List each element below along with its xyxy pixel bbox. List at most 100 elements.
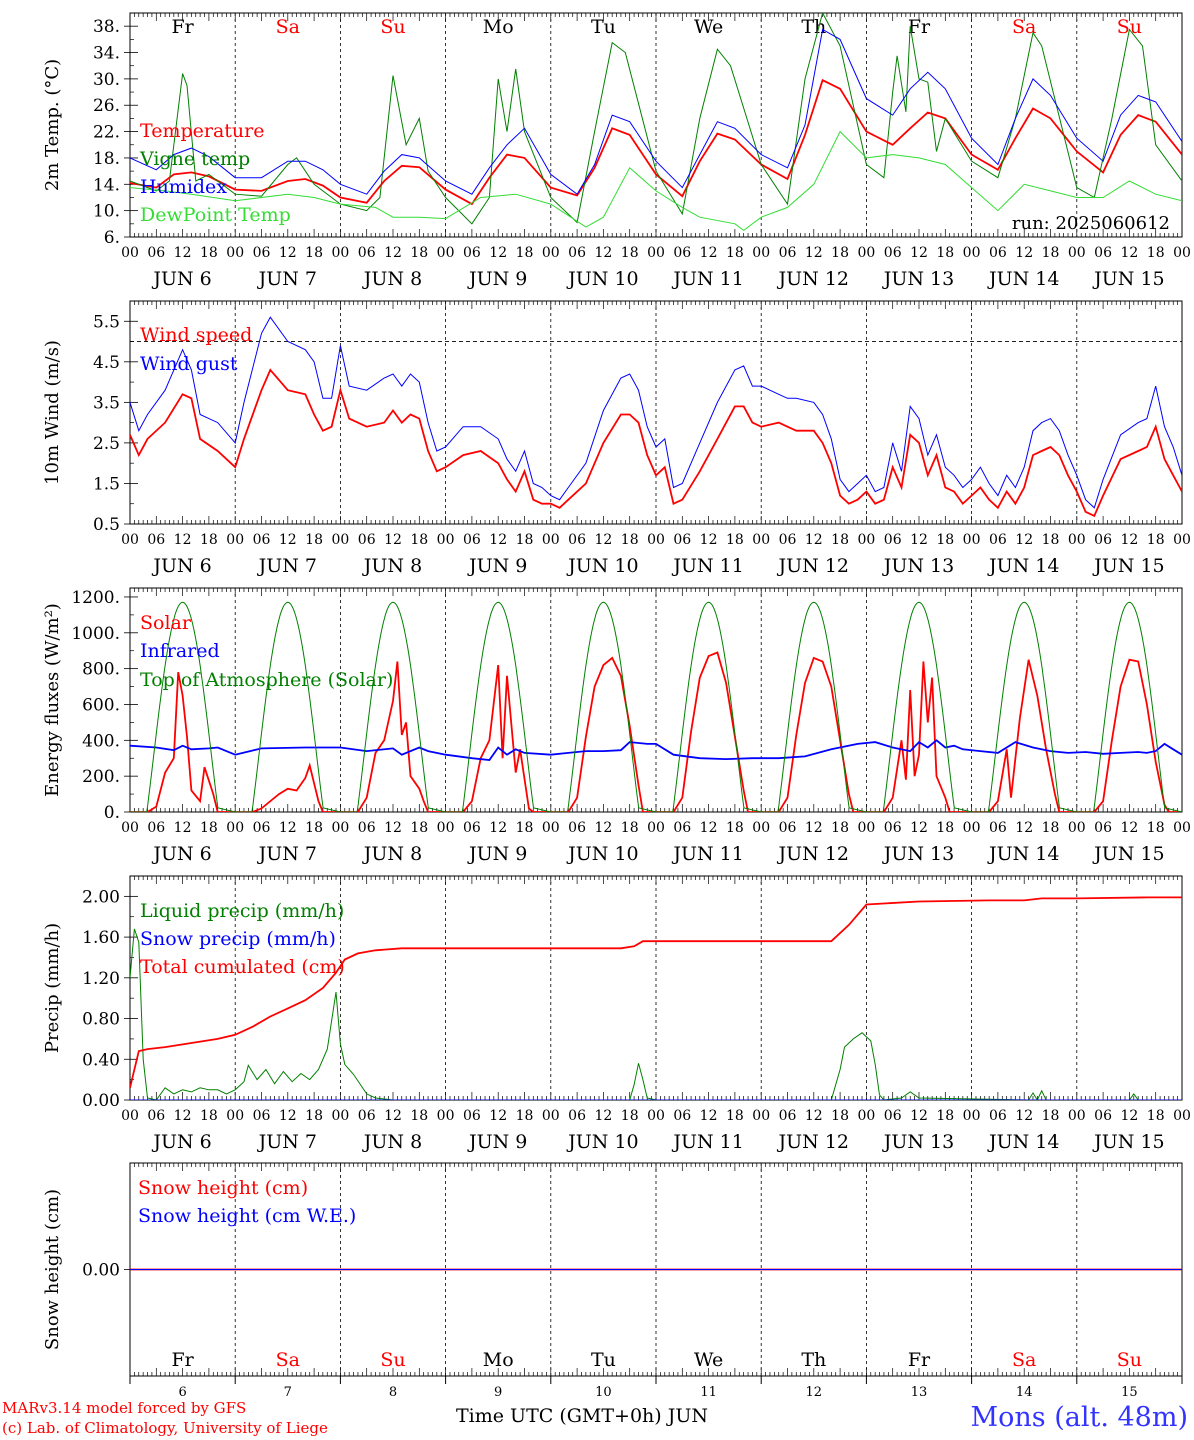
series-line-liquid-precip-mm-h-	[130, 928, 1182, 1100]
legend-entry: Vigne temp	[139, 148, 250, 170]
hour-label: 06	[463, 532, 481, 548]
hour-label: 12	[594, 532, 612, 548]
weekday-label: Fr	[908, 1349, 931, 1371]
hour-label: 12	[805, 1108, 823, 1124]
hour-label: 06	[358, 532, 376, 548]
panel-1: 6. 10. 14. 18. 22. 26. 30. 34. 38. 2m Temp. (°C) 0…	[42, 12, 1191, 290]
hour-label: 18	[1042, 532, 1060, 548]
hour-label: 12	[1015, 1108, 1033, 1124]
y-tick-label: 1.60	[82, 928, 120, 948]
hour-label: 00	[1173, 1108, 1191, 1124]
hour-label: 18	[1042, 820, 1060, 836]
hour-label: 06	[253, 1108, 271, 1124]
series-line-wind-gust	[130, 316, 1182, 509]
panel-3: 0. 200. 400. 600. 800. 1000. 1200. Energy fluxe…	[42, 587, 1191, 865]
hour-label: 18	[410, 1108, 428, 1124]
y-tick-label: 400.	[82, 731, 120, 751]
hour-label: 06	[358, 245, 376, 261]
y-axis-title: 10m Wind (m/s)	[42, 340, 63, 485]
hour-label: 00	[226, 245, 244, 261]
hour-label: 18	[621, 245, 639, 261]
hour-label: 12	[174, 820, 192, 836]
hour-label: 18	[516, 245, 534, 261]
hour-label: 12	[1120, 245, 1138, 261]
legend-entry: Total cumulated (cm)	[140, 956, 345, 978]
hour-label: 18	[621, 532, 639, 548]
hour-label: 18	[1147, 820, 1165, 836]
y-tick-label: 30.	[93, 70, 120, 90]
hour-label: 12	[1120, 1108, 1138, 1124]
hour-label: 06	[463, 820, 481, 836]
date-label: JUN 13	[882, 1131, 954, 1153]
y-tick-label: 600.	[82, 695, 120, 715]
hour-label: 06	[989, 532, 1007, 548]
hour-label: 18	[831, 820, 849, 836]
hour-label: 00	[1068, 1108, 1086, 1124]
date-label: JUN 14	[987, 843, 1059, 865]
legend-entry: Wind speed	[140, 324, 252, 346]
plot-frame	[129, 300, 1183, 525]
day-number-label: 11	[700, 1385, 717, 1400]
hour-label: 06	[568, 245, 586, 261]
y-tick-label: 5.5	[93, 312, 120, 332]
y-tick-label: 2.5	[93, 434, 120, 454]
y-axis-title: Snow height (cm)	[42, 1189, 63, 1350]
date-label: JUN 13	[882, 268, 954, 290]
date-label: JUN 15	[1092, 555, 1164, 577]
hour-label: 18	[621, 1108, 639, 1124]
y-tick-label: 34.	[93, 44, 120, 64]
hour-label: 06	[779, 245, 797, 261]
date-label: JUN 12	[777, 268, 849, 290]
hour-label: 18	[1147, 245, 1165, 261]
y-tick-label: 38.	[93, 17, 120, 37]
y-tick-label: 0.00	[82, 1261, 120, 1281]
hour-label: 12	[489, 820, 507, 836]
hour-label: 12	[279, 820, 297, 836]
y-tick-label: 3.5	[93, 393, 120, 413]
hour-label: 18	[831, 1108, 849, 1124]
series-line-dewpoint-temp	[130, 130, 1182, 232]
hour-label: 18	[1042, 1108, 1060, 1124]
hour-label: 18	[1147, 532, 1165, 548]
y-tick-label: 0.40	[82, 1050, 120, 1070]
hour-label: 00	[226, 532, 244, 548]
hour-label: 12	[1015, 532, 1033, 548]
date-label: JUN 6	[151, 843, 211, 865]
date-label: JUN 15	[1092, 268, 1164, 290]
date-label: JUN 11	[671, 555, 743, 577]
hour-label: 18	[305, 1108, 323, 1124]
hour-label: 06	[568, 820, 586, 836]
hour-label: 18	[305, 532, 323, 548]
series-line-total-cumulated-cm-	[130, 896, 1182, 1089]
hour-label: 00	[226, 820, 244, 836]
hour-label: 18	[726, 1108, 744, 1124]
date-label: JUN 8	[362, 268, 422, 290]
hour-label: 18	[200, 532, 218, 548]
date-label: JUN 11	[671, 268, 743, 290]
weekday-label: Mo	[483, 1349, 514, 1371]
hour-label: 06	[1094, 245, 1112, 261]
weekday-label: Sa	[1012, 1349, 1036, 1371]
weekday-label: Sa	[276, 1349, 300, 1371]
hour-label: 06	[1094, 820, 1112, 836]
weekday-label: Su	[380, 16, 405, 38]
legend-entry: Wind gust	[140, 353, 238, 375]
panel-4: 0.00 0.40 0.80 1.20 1.60 2.00 Precip (mm/h) 00 0…	[42, 875, 1191, 1153]
date-label: JUN 14	[987, 555, 1059, 577]
day-number-label: 12	[806, 1385, 823, 1400]
hour-label: 12	[594, 1108, 612, 1124]
day-number-label: 9	[494, 1385, 502, 1400]
y-tick-label: 10.	[93, 202, 120, 222]
hour-label: 06	[253, 245, 271, 261]
hour-label: 00	[121, 1108, 139, 1124]
date-label: JUN 10	[566, 1131, 638, 1153]
hour-label: 12	[279, 245, 297, 261]
hour-label: 06	[1094, 1108, 1112, 1124]
weekday-label: Sa	[1012, 16, 1036, 38]
hour-label: 12	[489, 245, 507, 261]
hour-label: 00	[331, 820, 349, 836]
hour-label: 12	[1015, 820, 1033, 836]
hour-label: 12	[910, 1108, 928, 1124]
hour-label: 06	[358, 820, 376, 836]
hour-label: 18	[1042, 245, 1060, 261]
